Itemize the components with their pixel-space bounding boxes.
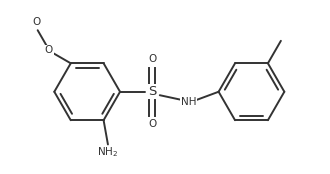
Text: S: S bbox=[148, 85, 156, 98]
Text: O: O bbox=[148, 119, 156, 129]
Text: NH$_2$: NH$_2$ bbox=[97, 145, 118, 159]
Text: O: O bbox=[148, 54, 156, 64]
Text: O: O bbox=[45, 45, 53, 55]
Text: O: O bbox=[33, 17, 41, 27]
Text: NH: NH bbox=[181, 97, 196, 107]
